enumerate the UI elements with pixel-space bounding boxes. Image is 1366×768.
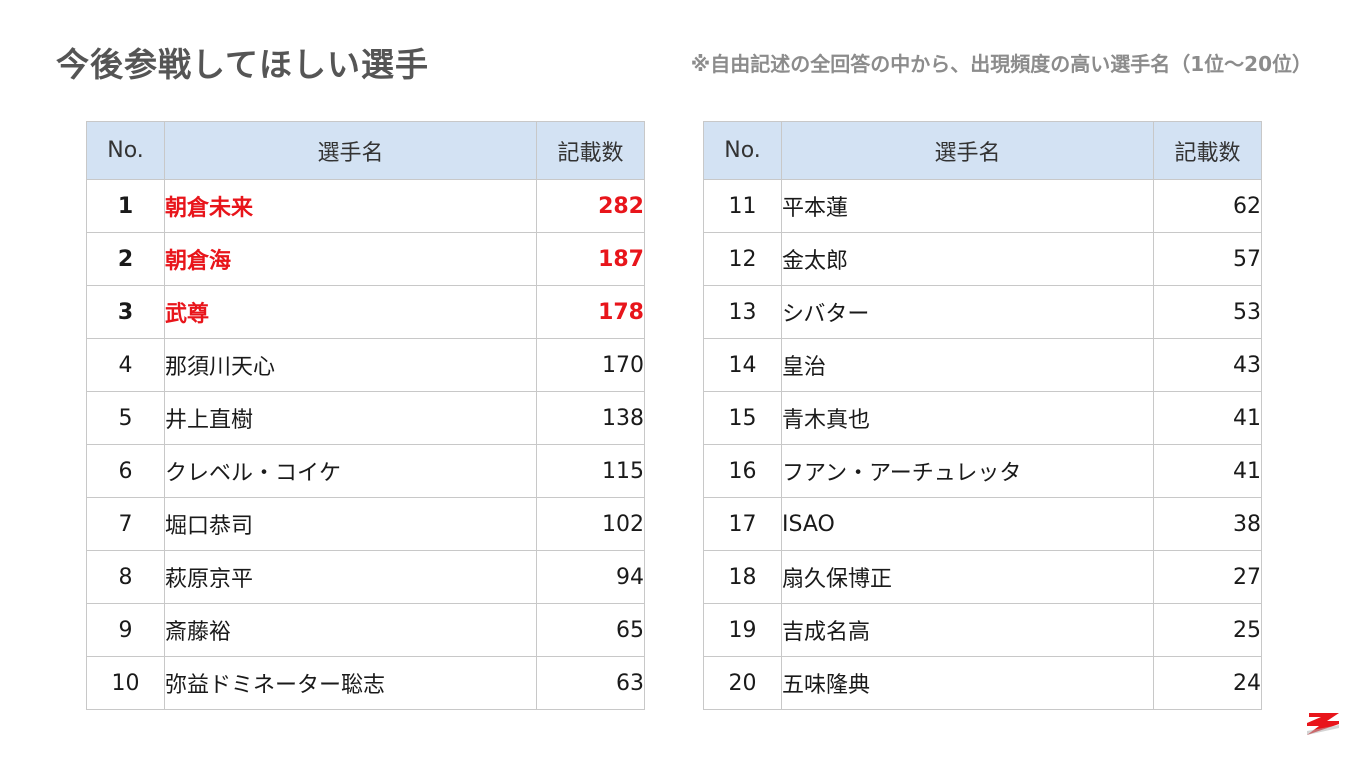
column-header-count: 記載数	[536, 121, 645, 180]
table-row: 12 金太郎 57	[703, 232, 1262, 286]
table-row: 9 斎藤裕 65	[86, 603, 645, 657]
table-row: 3 武尊 178	[86, 285, 645, 339]
mention-count: 282	[536, 179, 645, 233]
table-row: 19 吉成名高 25	[703, 603, 1262, 657]
rank-number: 9	[86, 603, 165, 657]
table-row: 18 扇久保博正 27	[703, 550, 1262, 604]
player-name: 萩原京平	[164, 550, 537, 604]
rank-number: 10	[86, 656, 165, 710]
rank-number: 4	[86, 338, 165, 392]
mention-count: 25	[1153, 603, 1262, 657]
rank-number: 17	[703, 497, 782, 551]
rank-number: 3	[86, 285, 165, 339]
rank-number: 2	[86, 232, 165, 286]
column-header-no: No.	[86, 121, 165, 180]
table-header-row: No. 選手名 記載数	[703, 121, 1262, 180]
column-header-name: 選手名	[164, 121, 537, 180]
player-name: 扇久保博正	[781, 550, 1154, 604]
mention-count: 178	[536, 285, 645, 339]
rank-number: 5	[86, 391, 165, 445]
mention-count: 62	[1153, 179, 1262, 233]
rank-number: 16	[703, 444, 782, 498]
player-name: 武尊	[164, 285, 537, 339]
mention-count: 63	[536, 656, 645, 710]
mention-count: 43	[1153, 338, 1262, 392]
table-row: 5 井上直樹 138	[86, 391, 645, 445]
ranking-table-left: No. 選手名 記載数 1 朝倉未来 282 2 朝倉海 187 3 武尊 178 4 那須川天心 1…	[86, 121, 645, 710]
rank-number: 13	[703, 285, 782, 339]
player-name: 五味隆典	[781, 656, 1154, 710]
page-note: ※自由記述の全回答の中から、出現頻度の高い選手名（1位〜20位）	[690, 52, 1312, 76]
player-name: 堀口恭司	[164, 497, 537, 551]
mention-count: 138	[536, 391, 645, 445]
player-name: 那須川天心	[164, 338, 537, 392]
player-name: フアン・アーチュレッタ	[781, 444, 1154, 498]
mention-count: 24	[1153, 656, 1262, 710]
player-name: 斎藤裕	[164, 603, 537, 657]
table-row: 6 クレベル・コイケ 115	[86, 444, 645, 498]
mention-count: 41	[1153, 391, 1262, 445]
player-name: シバター	[781, 285, 1154, 339]
page-title: 今後参戦してほしい選手	[56, 45, 430, 84]
rank-number: 20	[703, 656, 782, 710]
table-row: 17 ISAO 38	[703, 497, 1262, 551]
table-row: 1 朝倉未来 282	[86, 179, 645, 233]
table-row: 14 皇治 43	[703, 338, 1262, 392]
player-name: クレベル・コイケ	[164, 444, 537, 498]
mention-count: 41	[1153, 444, 1262, 498]
column-header-no: No.	[703, 121, 782, 180]
ranking-table-right: No. 選手名 記載数 11 平本蓮 62 12 金太郎 57 13 シバター 53 14 皇治 43…	[703, 121, 1262, 710]
table-row: 7 堀口恭司 102	[86, 497, 645, 551]
table-row: 4 那須川天心 170	[86, 338, 645, 392]
player-name: 金太郎	[781, 232, 1154, 286]
table-row: 16 フアン・アーチュレッタ 41	[703, 444, 1262, 498]
table-header-row: No. 選手名 記載数	[86, 121, 645, 180]
mention-count: 94	[536, 550, 645, 604]
player-name: 青木真也	[781, 391, 1154, 445]
player-name: ISAO	[781, 497, 1154, 551]
rank-number: 19	[703, 603, 782, 657]
mention-count: 102	[536, 497, 645, 551]
player-name: 平本蓮	[781, 179, 1154, 233]
rank-number: 8	[86, 550, 165, 604]
mention-count: 57	[1153, 232, 1262, 286]
table-row: 15 青木真也 41	[703, 391, 1262, 445]
mention-count: 27	[1153, 550, 1262, 604]
rank-number: 18	[703, 550, 782, 604]
mention-count: 38	[1153, 497, 1262, 551]
mention-count: 115	[536, 444, 645, 498]
rank-number: 11	[703, 179, 782, 233]
table-row: 20 五味隆典 24	[703, 656, 1262, 710]
mention-count: 187	[536, 232, 645, 286]
rank-number: 14	[703, 338, 782, 392]
rank-number: 12	[703, 232, 782, 286]
column-header-name: 選手名	[781, 121, 1154, 180]
mention-count: 53	[1153, 285, 1262, 339]
rank-number: 6	[86, 444, 165, 498]
rank-number: 7	[86, 497, 165, 551]
table-row: 13 シバター 53	[703, 285, 1262, 339]
player-name: 朝倉未来	[164, 179, 537, 233]
rank-number: 15	[703, 391, 782, 445]
rank-number: 1	[86, 179, 165, 233]
mention-count: 170	[536, 338, 645, 392]
player-name: 弥益ドミネーター聡志	[164, 656, 537, 710]
player-name: 井上直樹	[164, 391, 537, 445]
table-row: 10 弥益ドミネーター聡志 63	[86, 656, 645, 710]
column-header-count: 記載数	[1153, 121, 1262, 180]
player-name: 吉成名高	[781, 603, 1154, 657]
z-brand-logo-icon	[1307, 713, 1339, 735]
table-row: 2 朝倉海 187	[86, 232, 645, 286]
player-name: 朝倉海	[164, 232, 537, 286]
player-name: 皇治	[781, 338, 1154, 392]
table-row: 11 平本蓮 62	[703, 179, 1262, 233]
mention-count: 65	[536, 603, 645, 657]
table-row: 8 萩原京平 94	[86, 550, 645, 604]
